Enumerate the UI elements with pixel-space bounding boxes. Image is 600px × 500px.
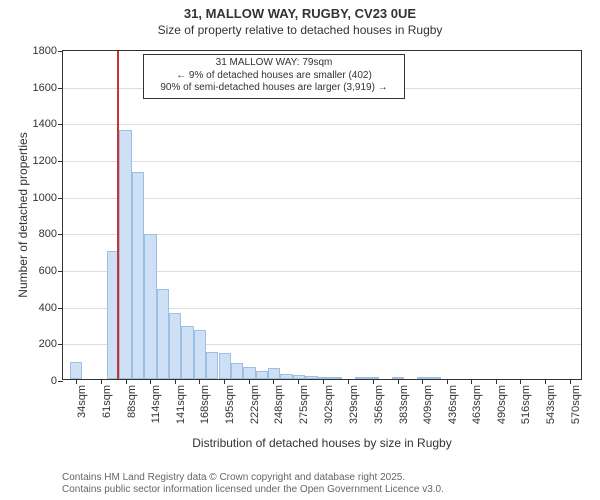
chart-title-sub: Size of property relative to detached ho… bbox=[0, 23, 600, 37]
x-tick-label: 490sqm bbox=[496, 385, 508, 424]
x-tick-mark bbox=[520, 379, 521, 384]
x-tick-mark bbox=[447, 379, 448, 384]
x-tick-mark bbox=[175, 379, 176, 384]
x-tick-label: 275sqm bbox=[298, 385, 310, 424]
x-tick-mark bbox=[224, 379, 225, 384]
x-tick-mark bbox=[471, 379, 472, 384]
histogram-bar bbox=[268, 368, 280, 379]
x-axis-title: Distribution of detached houses by size … bbox=[62, 436, 582, 450]
y-tick-mark bbox=[58, 124, 63, 125]
grid-line bbox=[63, 124, 581, 125]
x-tick-label: 409sqm bbox=[422, 385, 434, 424]
x-tick-label: 383sqm bbox=[398, 385, 410, 424]
plot-inner: 02004006008001000120014001600180031 MALL… bbox=[62, 50, 582, 380]
x-tick-label: 543sqm bbox=[545, 385, 557, 424]
x-tick-mark bbox=[273, 379, 274, 384]
histogram-bar bbox=[132, 172, 144, 379]
histogram-bar bbox=[256, 371, 268, 379]
x-tick-mark bbox=[373, 379, 374, 384]
y-tick-mark bbox=[58, 344, 63, 345]
x-tick-mark bbox=[323, 379, 324, 384]
x-tick-mark bbox=[422, 379, 423, 384]
y-tick-mark bbox=[58, 161, 63, 162]
histogram-bar bbox=[119, 130, 131, 379]
histogram-bar bbox=[144, 234, 156, 379]
x-tick-label: 463sqm bbox=[471, 385, 483, 424]
histogram-bar bbox=[243, 367, 255, 379]
x-tick-mark bbox=[496, 379, 497, 384]
x-tick-label: 356sqm bbox=[373, 385, 385, 424]
y-tick-mark bbox=[58, 271, 63, 272]
histogram-bar bbox=[231, 363, 243, 379]
x-tick-label: 329sqm bbox=[348, 385, 360, 424]
x-tick-label: 302sqm bbox=[323, 385, 335, 424]
x-tick-mark bbox=[570, 379, 571, 384]
y-tick-mark bbox=[58, 234, 63, 235]
x-tick-label: 114sqm bbox=[150, 385, 162, 423]
plot-area: 02004006008001000120014001600180031 MALL… bbox=[62, 50, 582, 380]
histogram-bar bbox=[157, 289, 169, 379]
x-tick-mark bbox=[398, 379, 399, 384]
x-tick-label: 88sqm bbox=[126, 385, 138, 418]
x-tick-label: 570sqm bbox=[570, 385, 582, 424]
x-tick-label: 222sqm bbox=[249, 385, 261, 424]
footer-attribution: Contains HM Land Registry data © Crown c… bbox=[0, 472, 444, 496]
x-tick-mark bbox=[199, 379, 200, 384]
x-tick-mark bbox=[298, 379, 299, 384]
annotation-line: 31 MALLOW WAY: 79sqm bbox=[150, 57, 398, 70]
x-tick-mark bbox=[249, 379, 250, 384]
chart-title-main: 31, MALLOW WAY, RUGBY, CV23 0UE bbox=[0, 6, 600, 21]
y-tick-mark bbox=[58, 198, 63, 199]
histogram-bar bbox=[429, 377, 441, 379]
x-tick-label: 248sqm bbox=[273, 385, 285, 424]
y-tick-mark bbox=[58, 51, 63, 52]
footer-line-1: Contains HM Land Registry data © Crown c… bbox=[62, 472, 444, 484]
title-block: 31, MALLOW WAY, RUGBY, CV23 0UE Size of … bbox=[0, 6, 600, 37]
y-axis-title: Number of detached properties bbox=[16, 132, 30, 297]
x-tick-mark bbox=[348, 379, 349, 384]
x-tick-label: 516sqm bbox=[520, 385, 532, 424]
histogram-bar bbox=[355, 377, 367, 379]
chart-container: 31, MALLOW WAY, RUGBY, CV23 0UE Size of … bbox=[0, 0, 600, 500]
annotation-box: 31 MALLOW WAY: 79sqm← 9% of detached hou… bbox=[143, 54, 405, 99]
x-tick-mark bbox=[76, 379, 77, 384]
x-tick-label: 34sqm bbox=[76, 385, 88, 418]
histogram-bar bbox=[417, 377, 429, 379]
x-tick-mark bbox=[101, 379, 102, 384]
x-tick-mark bbox=[150, 379, 151, 384]
histogram-bar bbox=[70, 362, 82, 379]
y-tick-mark bbox=[58, 381, 63, 382]
x-tick-mark bbox=[126, 379, 127, 384]
annotation-line: 90% of semi-detached houses are larger (… bbox=[150, 82, 398, 95]
grid-line bbox=[63, 161, 581, 162]
x-tick-label: 168sqm bbox=[199, 385, 211, 424]
y-tick-mark bbox=[58, 88, 63, 89]
x-tick-label: 61sqm bbox=[101, 385, 113, 418]
histogram-bar bbox=[206, 352, 218, 380]
histogram-bar bbox=[181, 326, 193, 379]
y-tick-mark bbox=[58, 308, 63, 309]
x-tick-label: 141sqm bbox=[175, 385, 187, 424]
histogram-bar bbox=[280, 374, 292, 379]
histogram-bar bbox=[169, 313, 181, 379]
annotation-line: ← 9% of detached houses are smaller (402… bbox=[150, 70, 398, 83]
x-tick-label: 195sqm bbox=[224, 385, 236, 424]
x-tick-label: 436sqm bbox=[447, 385, 459, 424]
footer-line-2: Contains public sector information licen… bbox=[62, 484, 444, 496]
histogram-bar bbox=[330, 377, 342, 379]
histogram-bar bbox=[194, 330, 206, 380]
histogram-bar bbox=[219, 353, 231, 379]
histogram-bar bbox=[305, 376, 317, 379]
marker-line bbox=[117, 51, 119, 379]
x-tick-mark bbox=[545, 379, 546, 384]
